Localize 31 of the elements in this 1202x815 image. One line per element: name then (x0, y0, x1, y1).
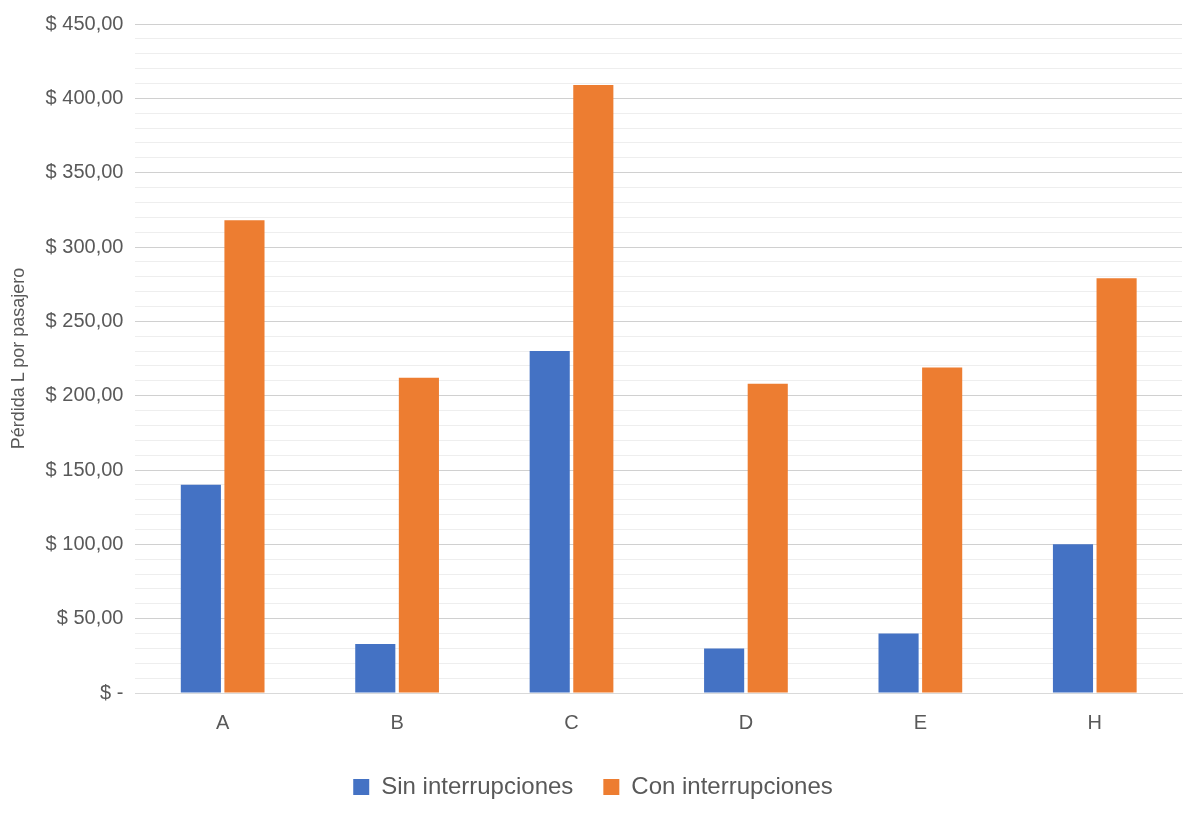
x-tick-label: D (738, 710, 754, 733)
bar (355, 643, 396, 693)
bar (1096, 278, 1137, 693)
y-tick-label: $ 450,00 (45, 11, 124, 34)
y-tick-label: $ - (100, 680, 124, 703)
bar (878, 633, 919, 693)
bar (398, 377, 439, 693)
legend-label: Sin interrupciones (381, 771, 574, 799)
y-axis-title: Pérdida L por pasajero (7, 267, 28, 450)
bar (180, 484, 221, 693)
bar (922, 367, 963, 693)
bar (224, 220, 265, 693)
bar (747, 383, 788, 693)
legend-label: Con interrupciones (631, 771, 833, 799)
y-tick-label: $ 200,00 (45, 383, 124, 406)
x-tick-label: C (564, 710, 579, 733)
bar (529, 351, 570, 693)
y-tick-label: $ 400,00 (45, 85, 124, 108)
x-tick-label: B (390, 710, 404, 733)
y-tick-label: $ 300,00 (45, 234, 124, 257)
bar (1052, 544, 1094, 693)
bar (573, 84, 614, 693)
y-tick-label: $ 350,00 (45, 160, 124, 183)
x-tick-label: A (215, 710, 230, 733)
x-tick-label: E (913, 710, 928, 733)
y-tick-label: $ 50,00 (56, 606, 124, 629)
y-tick-label: $ 100,00 (45, 531, 124, 554)
y-tick-label: $ 250,00 (45, 308, 124, 331)
y-tick-label: $ 150,00 (45, 457, 124, 480)
x-tick-label: H (1087, 710, 1103, 733)
bar (704, 648, 745, 693)
